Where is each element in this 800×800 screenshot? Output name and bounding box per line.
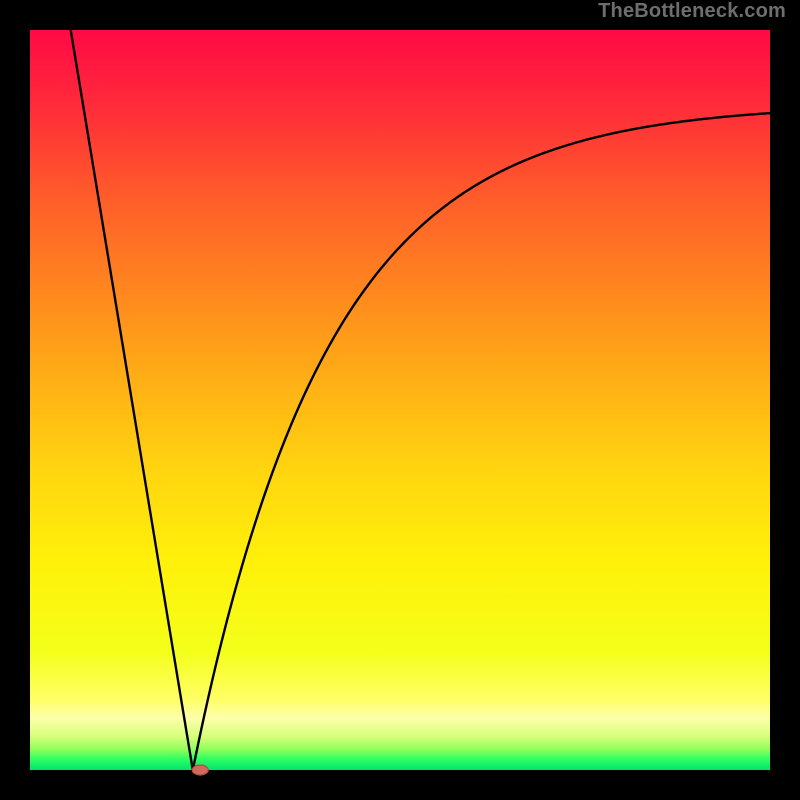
attribution-text: TheBottleneck.com <box>598 0 786 23</box>
plot-background <box>30 30 770 770</box>
chart-svg <box>0 0 800 800</box>
minimum-marker <box>192 765 208 775</box>
chart-frame: TheBottleneck.com <box>0 0 800 800</box>
